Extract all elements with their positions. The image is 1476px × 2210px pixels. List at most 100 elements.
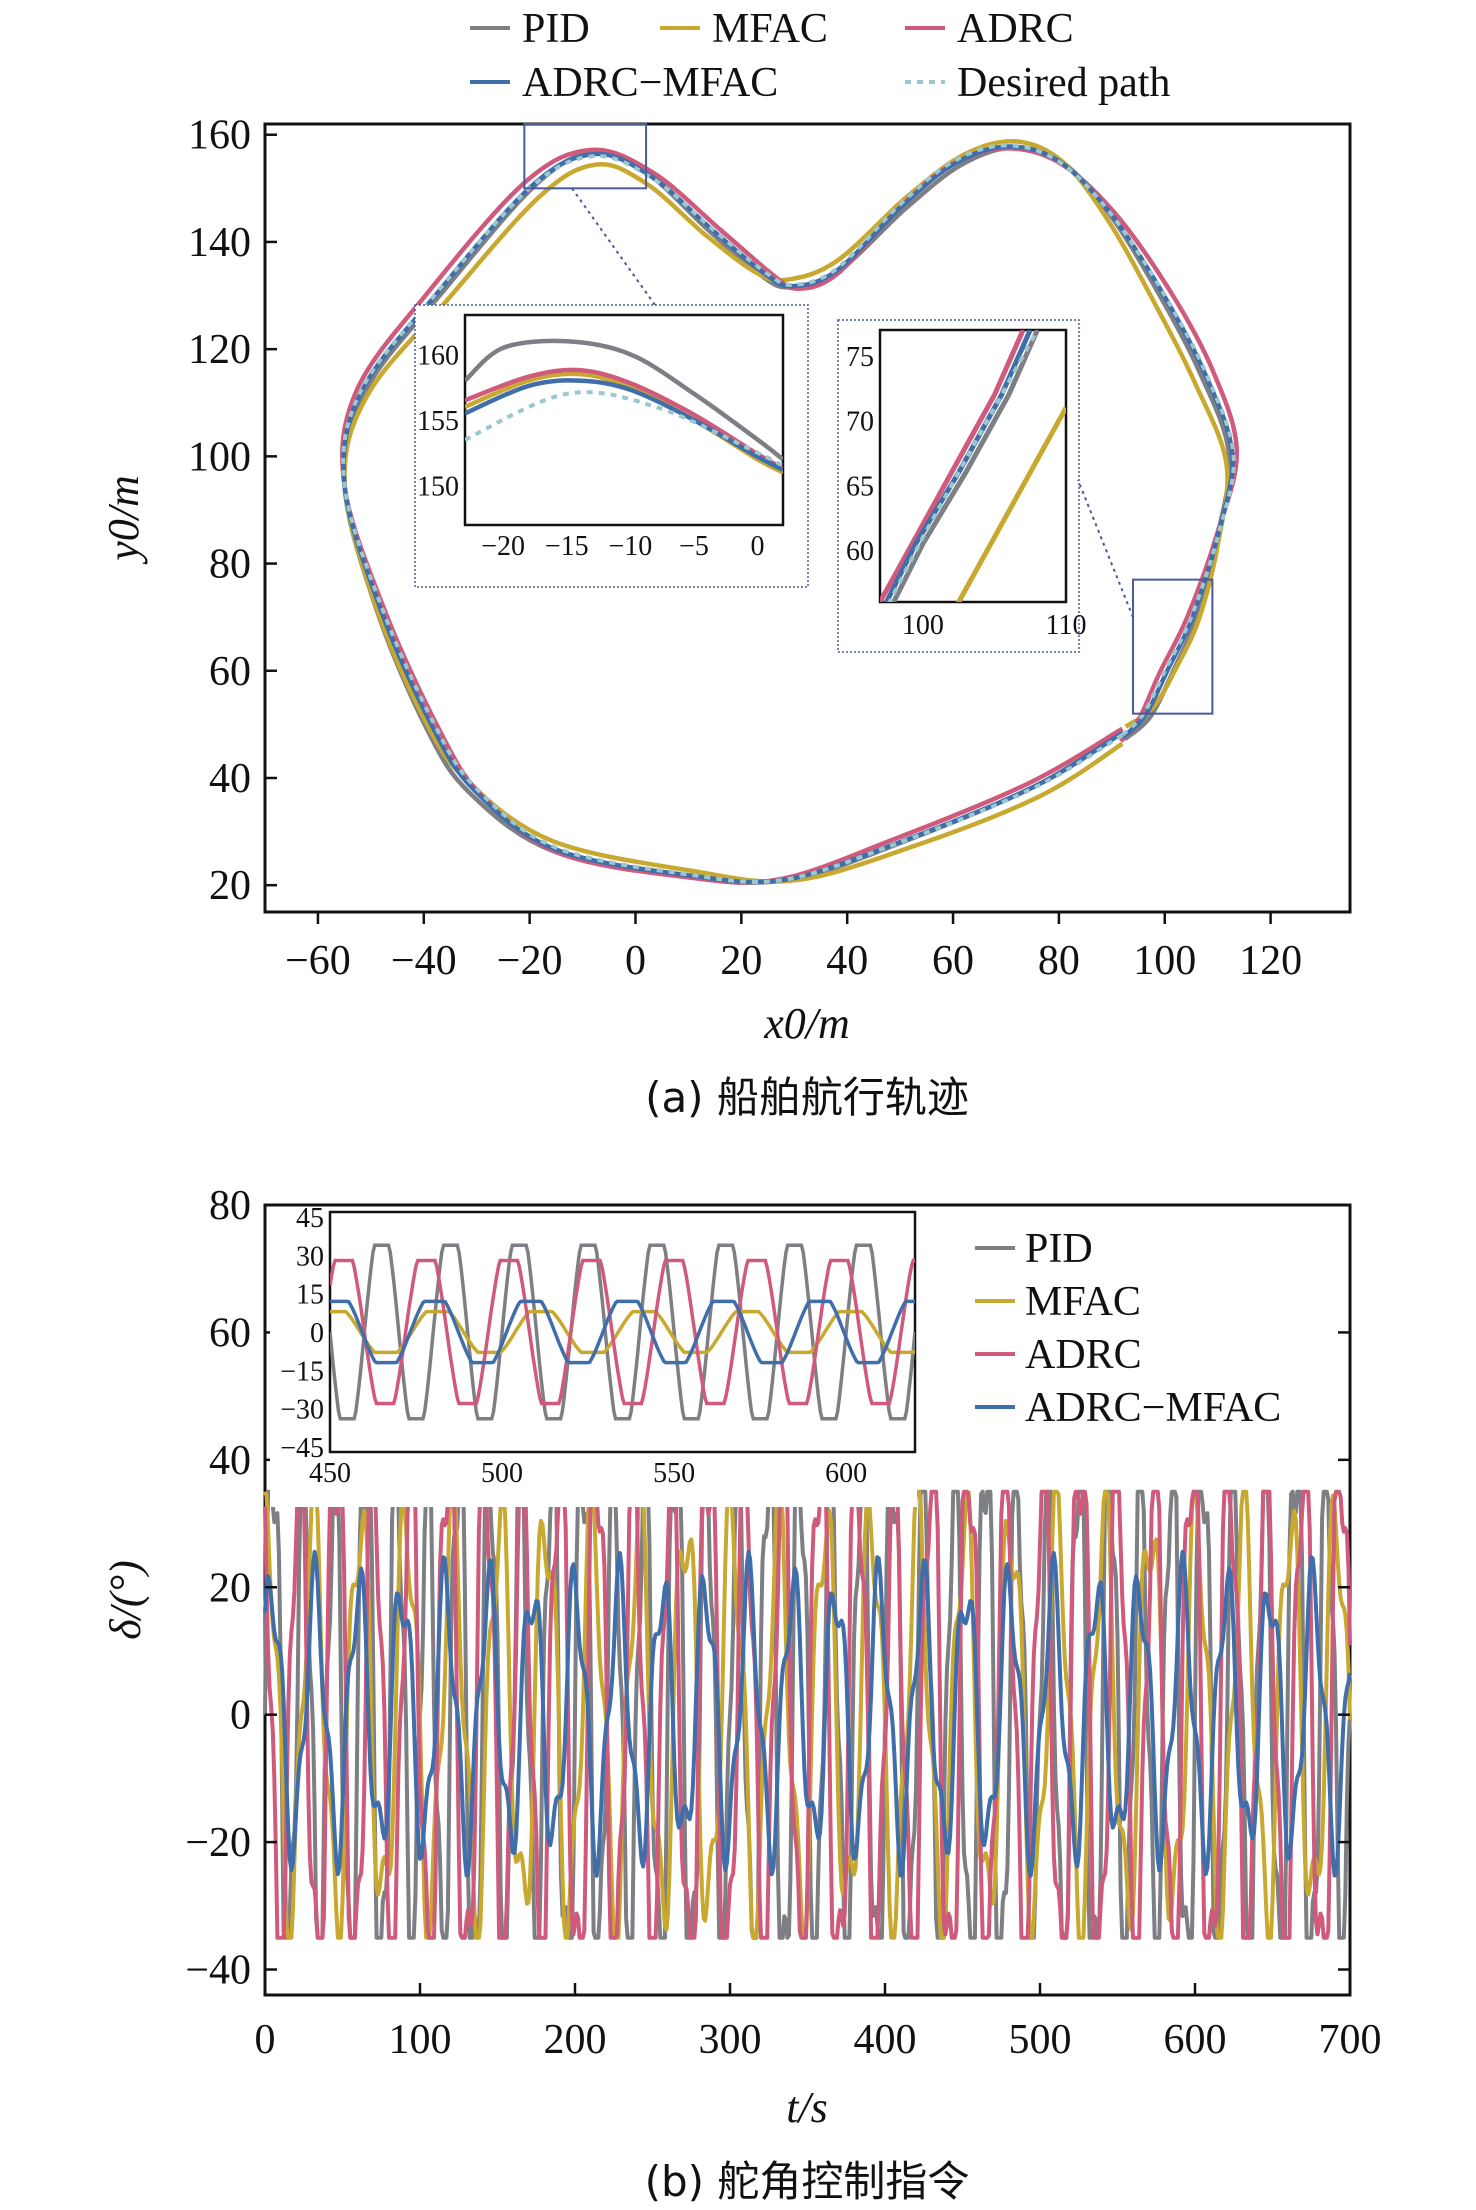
inset-a1-mfac xyxy=(465,371,783,475)
x-tick-label-a: −40 xyxy=(391,938,457,984)
inset-a1-x-tick: −10 xyxy=(608,531,652,562)
x-tick-label-b: 100 xyxy=(389,2017,452,2063)
y-tick-label-a: 60 xyxy=(209,649,251,695)
inset-b-frame xyxy=(328,1210,917,1454)
inset-a2-frame xyxy=(878,328,1068,604)
inset-a2-pid xyxy=(890,330,1040,602)
x-tick-label-b: 500 xyxy=(1009,2017,1072,2063)
x-tick-label-b: 0 xyxy=(255,2017,276,2063)
y-tick-label-a: 100 xyxy=(188,434,251,480)
inset-a1-frame xyxy=(463,313,785,527)
inset-b-pid xyxy=(330,1243,915,1421)
rudder-adrc xyxy=(263,1489,1352,1940)
trajectory-mfac xyxy=(342,138,1230,884)
inset-a2-x-tick: 110 xyxy=(1046,610,1087,641)
plot-frame-a xyxy=(263,122,1352,914)
inset-b-y-tick: 0 xyxy=(310,1318,324,1349)
x-tick-label-a: 0 xyxy=(625,938,646,984)
y-tick-label-b: 0 xyxy=(230,1693,251,1739)
inset-b-y-tick: 15 xyxy=(296,1280,324,1311)
inset-b-x-tick: 500 xyxy=(481,1458,523,1489)
inset-b: 450 500 550 600 −45 −30 −15 0 15 30 45 xyxy=(270,1203,917,1507)
x-tick-label-a: 60 xyxy=(932,938,974,984)
x-axis-label-a: x0/m xyxy=(763,999,850,1048)
legend-label: ADRC−MFAC xyxy=(522,60,778,106)
inset-a2-y-tick: 75 xyxy=(846,342,874,373)
inset-b-x-tick: 450 xyxy=(309,1458,351,1489)
inset-a2-lines xyxy=(880,330,1066,602)
y-tick-label-a: 160 xyxy=(188,113,251,159)
y-tick-label-a: 140 xyxy=(188,220,251,266)
y-tick-label-b: 20 xyxy=(209,1565,251,1611)
inset-a1-lines xyxy=(465,338,783,475)
legend-label: PID xyxy=(522,6,590,52)
trajectory-adrc xyxy=(340,146,1240,885)
inset-a1-y-tick: 150 xyxy=(417,472,459,503)
y-axis-label-b: δ/(°) xyxy=(101,1560,150,1640)
inset-b-y-tick: −30 xyxy=(280,1395,324,1426)
legend-label: ADRC xyxy=(957,6,1074,52)
inset-a1-adrc-mfac xyxy=(465,378,783,472)
y-tick-label-a: 40 xyxy=(209,756,251,802)
x-tick-label-b: 700 xyxy=(1319,2017,1382,2063)
legend-b: PID MFAC ADRC ADRC−MFAC xyxy=(975,1226,1281,1431)
inset-b-y-tick: −45 xyxy=(280,1433,324,1464)
inset-a2-x-tick: 100 xyxy=(902,610,944,641)
inset-b-x-tick: 550 xyxy=(653,1458,695,1489)
y-axis-label-a: y0/m xyxy=(99,475,148,565)
inset-a2-y-tick: 60 xyxy=(846,536,874,567)
y-tick-label-b: 40 xyxy=(209,1438,251,1484)
inset-a1-x-tick: −5 xyxy=(679,531,709,562)
inset-b-y-tick: 30 xyxy=(296,1241,324,1272)
inset-a1-y-tick: 155 xyxy=(417,406,459,437)
y-tick-label-b: 80 xyxy=(209,1183,251,1229)
x-axis-label-b: t/s xyxy=(786,2083,828,2132)
x-tick-label-a: 120 xyxy=(1239,938,1302,984)
y-tick-label-b: −40 xyxy=(185,1948,251,1994)
inset-a2-adrc xyxy=(880,330,1026,602)
legend-a: PID MFAC ADRC ADRC−MFAC Desired path xyxy=(470,6,1170,106)
inset-a1-x-tick: −15 xyxy=(545,531,589,562)
legend-label: MFAC xyxy=(712,6,828,52)
trajectory-plot: −60 −40 −20 0 20 40 60 80 100 120 20 40 60 80 100 120 14… xyxy=(188,113,1352,984)
inset-a1-x-tick: 0 xyxy=(751,531,765,562)
inset-b-x-tick: 600 xyxy=(825,1458,867,1489)
x-tick-label-a: 100 xyxy=(1133,938,1196,984)
x-tick-label-a: 80 xyxy=(1038,938,1080,984)
inset-a2: 100 110 60 65 70 75 xyxy=(837,319,1134,653)
inset-a1-pid xyxy=(465,338,783,462)
caption-a: (a) 船舶航行轨迹 xyxy=(645,1073,969,1122)
zoom-box-2 xyxy=(1132,578,1214,715)
caption-b: (b) 舵角控制指令 xyxy=(645,2157,970,2206)
legend-b-label: ADRC xyxy=(1025,1332,1142,1378)
x-tick-label-a: 40 xyxy=(826,938,868,984)
inset-a2-y-tick: 65 xyxy=(846,471,874,502)
rudder-adrc-mfac xyxy=(263,1549,1352,1878)
rudder-pid xyxy=(263,1489,1352,1940)
inset-a1: −20 −15 −10 −5 0 150 155 160 xyxy=(414,187,809,588)
x-tick-label-a: 20 xyxy=(720,938,762,984)
x-tick-label-b: 200 xyxy=(544,2017,607,2063)
inset-a2-y-tick: 70 xyxy=(846,407,874,438)
y-tick-label-a: 120 xyxy=(188,327,251,373)
inset-a2-mfac xyxy=(955,406,1066,602)
zoom-box-1 xyxy=(523,123,648,190)
legend-b-label: MFAC xyxy=(1025,1279,1141,1325)
legend-b-label: PID xyxy=(1025,1226,1093,1272)
inset-b-y-tick: 45 xyxy=(296,1203,324,1234)
inset-a1-connector xyxy=(571,187,656,306)
inset-b-lines xyxy=(330,1243,915,1421)
x-tick-label-b: 600 xyxy=(1164,2017,1227,2063)
inset-a1-y-tick: 160 xyxy=(417,340,459,371)
inset-b-adrc xyxy=(330,1258,915,1406)
x-tick-label-b: 400 xyxy=(854,2017,917,2063)
inset-b-adrc-mfac xyxy=(330,1299,915,1365)
inset-b-y-tick: −15 xyxy=(280,1356,324,1387)
inset-a1-x-tick: −20 xyxy=(481,531,525,562)
legend-b-label: ADRC−MFAC xyxy=(1025,1385,1281,1431)
y-tick-label-b: −20 xyxy=(185,1820,251,1866)
y-tick-label-a: 80 xyxy=(209,542,251,588)
x-tick-label-b: 300 xyxy=(699,2017,762,2063)
x-tick-label-a: −20 xyxy=(497,938,563,984)
